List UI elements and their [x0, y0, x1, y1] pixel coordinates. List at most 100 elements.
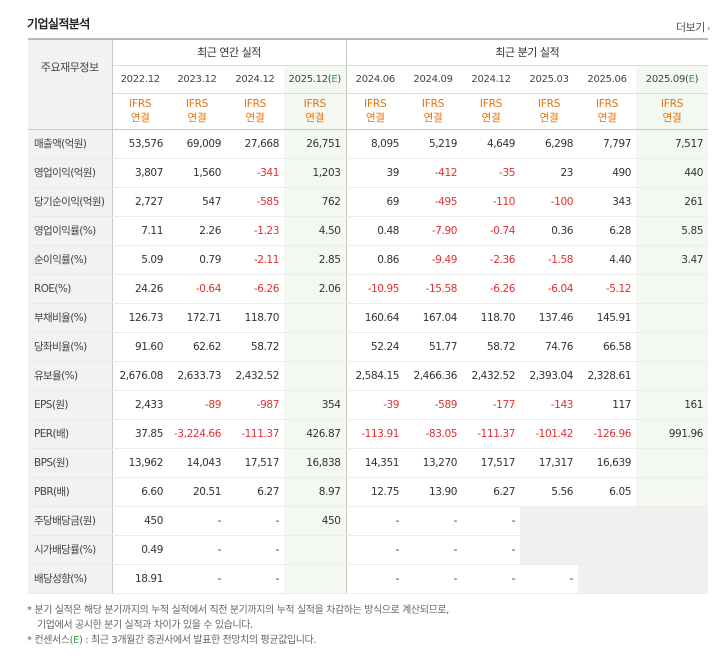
- metric-value: 8.97: [284, 477, 347, 507]
- metric-value: 3.47: [636, 245, 709, 275]
- metric-value: 20.51: [168, 477, 226, 507]
- metric-value: 12.75: [345, 477, 405, 507]
- metric-value: -6.26: [462, 274, 521, 304]
- metric-value: [284, 564, 347, 594]
- metric-value: -589: [404, 389, 463, 420]
- metric-value: 14,351: [345, 448, 405, 478]
- footnote-consensus: * 컨센서스(E) : 최근 3개월간 증권사에서 발표한 전망치의 평균값입니…: [27, 635, 317, 646]
- ifrs-label: IFRS: [595, 98, 619, 110]
- ifrs-label: IFRS: [303, 98, 327, 110]
- metric-value: -101.42: [520, 419, 579, 449]
- metric-value: 13.90: [404, 477, 463, 507]
- metric-value: 23: [520, 158, 579, 188]
- metric-value: -35: [462, 158, 521, 188]
- metric-label: PBR(배): [28, 477, 113, 507]
- metric-value: -2.36: [462, 245, 521, 275]
- metric-value: -585: [226, 187, 284, 217]
- table-row: 당기순이익(억원) 2,727 547 -585 762 69 -495 -110 -100 34…: [28, 187, 709, 217]
- metric-value: 167.04: [404, 302, 463, 333]
- metric-value: 27,668: [226, 128, 284, 159]
- footnote-consensus-e: E: [73, 635, 80, 646]
- metric-value: -: [462, 535, 521, 565]
- metric-value: 66.58: [578, 332, 637, 362]
- metric-value: 450: [112, 505, 168, 536]
- ifrs-basis-cell: IFRS 연결: [462, 93, 521, 130]
- metric-value: 7,797: [578, 128, 637, 159]
- metric-value: -: [345, 564, 405, 594]
- metric-value: -0.64: [168, 274, 226, 304]
- metric-value: 17,517: [462, 448, 521, 478]
- metric-value: -111.37: [462, 419, 521, 449]
- footnote-quarterly-calc: * 분기 실적은 해당 분기까지의 누적 실적에서 직전 분기까지의 누적 실적…: [27, 605, 449, 616]
- consolidation-basis: 연결: [365, 112, 385, 124]
- table-row: PBR(배) 6.60 20.51 6.27 8.97 12.75 13.90 6.27 5.5…: [28, 477, 709, 507]
- metric-value: -: [226, 505, 284, 536]
- metric-value: -: [168, 505, 226, 536]
- metric-value: -987: [226, 389, 284, 420]
- metric-value: 17,517: [226, 448, 284, 478]
- metric-value: 39: [345, 158, 405, 188]
- table-row: ROE(%) 24.26 -0.64 -6.26 2.06 -10.95 -15.58 -6.…: [28, 274, 709, 304]
- metric-value: 53,576: [112, 128, 168, 159]
- metric-value: -: [345, 505, 405, 536]
- metric-value: 62.62: [168, 332, 226, 362]
- consolidation-basis: 연결: [539, 112, 559, 124]
- metric-value: -1.23: [226, 215, 284, 246]
- metric-value: -: [226, 535, 284, 565]
- metric-value: 0.36: [520, 215, 579, 246]
- metric-value: [636, 361, 709, 391]
- metric-value: [284, 361, 347, 391]
- ifrs-basis-cell: IFRS 연결: [112, 93, 168, 130]
- metric-value: -10.95: [345, 274, 405, 304]
- estimate-marker: E: [331, 73, 338, 85]
- ifrs-basis-cell: IFRS 연결: [636, 93, 709, 130]
- ifrs-basis-cell: IFRS 연결: [345, 93, 405, 130]
- metric-value: -412: [404, 158, 463, 188]
- metric-label: 시가배당률(%): [28, 535, 113, 565]
- metric-value: -126.96: [578, 419, 637, 449]
- metric-value: -1.58: [520, 245, 579, 275]
- financial-summary-table: 주요재무정보 최근 연간 실적 최근 분기 실적 2022.12 2023.12 2…: [28, 38, 709, 594]
- period-header: 2025.03: [520, 65, 579, 94]
- table-row: 유보율(%) 2,676.08 2,633.73 2,432.52 2,584.15 2,…: [28, 361, 709, 391]
- more-label[interactable]: 더보기: [676, 21, 705, 34]
- ifrs-label: IFRS: [243, 98, 267, 110]
- metric-value: 2,433: [112, 389, 168, 420]
- table-row: EPS(원) 2,433 -89 -987 354 -39 -589 -177 -143 117 1…: [28, 389, 709, 420]
- quarter-group-header: 최근 분기 실적: [345, 39, 709, 66]
- metric-value: 6,298: [520, 128, 579, 159]
- metric-value: -89: [168, 389, 226, 420]
- metric-label: 주당배당금(원): [28, 505, 113, 536]
- metric-label: BPS(원): [28, 448, 113, 478]
- metric-value: 6.27: [226, 477, 284, 507]
- more-link[interactable]: 더보기 ›: [676, 19, 711, 35]
- metric-label: 매출액(억원): [28, 128, 113, 159]
- metric-value: 172.71: [168, 302, 226, 333]
- metric-value: 7.11: [112, 215, 168, 246]
- metric-value: 58.72: [226, 332, 284, 362]
- metric-value: 24.26: [112, 274, 168, 304]
- metric-value: [636, 448, 709, 478]
- consolidation-basis: 연결: [245, 112, 265, 124]
- metric-value: 4.50: [284, 215, 347, 246]
- metric-value: 0.79: [168, 245, 226, 275]
- metric-value: -100: [520, 187, 579, 217]
- metric-value: 58.72: [462, 332, 521, 362]
- metric-value: 2.06: [284, 274, 347, 304]
- metric-value: -113.91: [345, 419, 405, 449]
- period-label: 2025.09(: [645, 73, 689, 85]
- table-row: 영업이익(억원) 3,807 1,560 -341 1,203 39 -412 -35 23 49…: [28, 158, 709, 188]
- metric-value: 18.91: [112, 564, 168, 594]
- ifrs-basis-cell: IFRS 연결: [226, 93, 284, 130]
- ifrs-basis-row: IFRS 연결 IFRS 연결 IFRS 연결 IFRS 연결 IFRS 연결 IFRS 연결 IFRS…: [28, 93, 709, 130]
- metric-value: 2,432.52: [226, 361, 284, 391]
- chevron-right-icon: ›: [706, 24, 711, 34]
- metric-value: 2,633.73: [168, 361, 226, 391]
- metric-value: [636, 564, 709, 594]
- footnotes: * 분기 실적은 해당 분기까지의 누적 실적에서 직전 분기까지의 누적 실적…: [27, 603, 449, 648]
- metric-value: 13,270: [404, 448, 463, 478]
- metric-label: 배당성향(%): [28, 564, 113, 594]
- table-row: 주당배당금(원) 450- -450- - -: [28, 505, 709, 536]
- metric-value: 343: [578, 187, 637, 217]
- metric-value: 490: [578, 158, 637, 188]
